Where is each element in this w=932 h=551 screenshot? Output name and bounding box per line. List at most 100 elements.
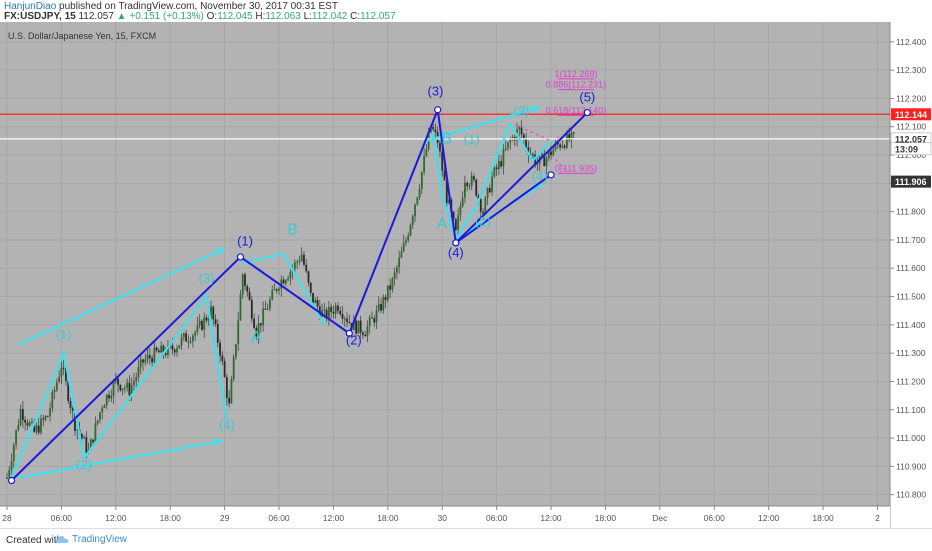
candle-body bbox=[35, 425, 38, 432]
candle-body bbox=[137, 367, 140, 377]
candle-body bbox=[570, 132, 573, 141]
candle-body bbox=[117, 378, 119, 385]
last-price: 112.057 bbox=[78, 11, 114, 22]
chart-area[interactable]: U.S. Dollar/Japanese Yen, 15, FXCM 1(112… bbox=[0, 22, 932, 528]
publish-line: HanjunDiao published on TradingView.com,… bbox=[4, 1, 338, 12]
candle-body bbox=[167, 345, 169, 356]
created-with-text: Created with bbox=[6, 535, 63, 546]
candle-body bbox=[293, 262, 296, 269]
candle-body bbox=[405, 240, 407, 243]
candle-body bbox=[479, 198, 482, 212]
candle-body bbox=[348, 321, 351, 324]
candle-body bbox=[282, 279, 285, 284]
candle-body bbox=[182, 333, 185, 338]
open-value: 112.045 bbox=[217, 11, 253, 22]
wave-anchor bbox=[583, 108, 591, 117]
candle-body bbox=[105, 394, 108, 406]
candle-body bbox=[171, 345, 174, 350]
candle-body bbox=[454, 219, 457, 231]
candle-body bbox=[155, 347, 158, 351]
candle-body bbox=[266, 308, 269, 310]
time-axis[interactable]: 28 06:00 12:00 18:00 29 06:00 12:00 18:00 30 06:0… bbox=[0, 505, 890, 528]
plot-background bbox=[0, 22, 890, 506]
candle-body bbox=[411, 216, 414, 225]
candle-body bbox=[201, 320, 203, 330]
candle-body bbox=[44, 416, 47, 420]
price-axis[interactable]: 112.400112.300112.200112.100112.000111.9… bbox=[889, 22, 932, 528]
candle-body bbox=[239, 294, 242, 321]
candle-body bbox=[219, 342, 221, 356]
price-tick-label: 111.500 bbox=[896, 292, 926, 302]
candle-body bbox=[269, 299, 271, 309]
candle-body bbox=[126, 382, 129, 388]
candle-body bbox=[493, 167, 496, 177]
candle-body bbox=[300, 254, 303, 262]
candle-body bbox=[475, 179, 478, 196]
arrowhead bbox=[213, 438, 223, 447]
grid bbox=[0, 22, 890, 506]
candle-body bbox=[65, 367, 67, 381]
candle-body bbox=[259, 323, 262, 326]
candle-body bbox=[522, 134, 525, 139]
trend-line bbox=[472, 121, 552, 213]
price-tick-label: 111.800 bbox=[896, 207, 926, 217]
candle-body bbox=[418, 189, 421, 198]
candle-body bbox=[284, 280, 287, 284]
candle-body bbox=[19, 408, 22, 425]
candle-body bbox=[21, 408, 24, 420]
fib-level-label: 0(111.935) bbox=[555, 163, 597, 173]
tradingview-logo[interactable]: TradingView bbox=[55, 534, 127, 545]
candle-body bbox=[101, 407, 104, 413]
candle-body bbox=[85, 437, 88, 453]
candle-body bbox=[504, 148, 507, 150]
candle-body bbox=[58, 376, 61, 383]
candle-body bbox=[359, 320, 362, 333]
candle-body bbox=[495, 167, 498, 170]
price-chart[interactable]: U.S. Dollar/Japanese Yen, 15, FXCM 1(112… bbox=[0, 22, 932, 528]
candle-body bbox=[146, 355, 149, 360]
candle-body bbox=[10, 461, 13, 470]
candle-body bbox=[49, 408, 51, 417]
candle-body bbox=[371, 317, 373, 319]
wave-label: B bbox=[441, 131, 452, 148]
candle-body bbox=[51, 392, 54, 409]
candle-body bbox=[563, 145, 566, 148]
time-tick-label: 30 bbox=[437, 513, 447, 523]
price-marker-label: 112.057 bbox=[895, 134, 927, 144]
candle-body bbox=[232, 357, 235, 380]
wave-label: (3) bbox=[427, 84, 443, 99]
candle-body bbox=[355, 320, 357, 334]
time-tick-label: 12:00 bbox=[105, 513, 127, 523]
price-tick-label: 112.200 bbox=[896, 93, 926, 103]
wave-label: (4) bbox=[219, 418, 235, 433]
candle-body bbox=[409, 224, 412, 236]
wave-label: (3) bbox=[514, 103, 530, 118]
candle-body bbox=[547, 151, 550, 159]
candles bbox=[6, 120, 575, 483]
candle-body bbox=[420, 171, 423, 190]
candle-body bbox=[439, 142, 441, 152]
candle-body bbox=[529, 154, 532, 156]
candle-body bbox=[556, 142, 559, 145]
candle-body bbox=[205, 317, 208, 321]
candle-body bbox=[452, 211, 455, 220]
candle-body bbox=[305, 264, 308, 272]
candle-body bbox=[212, 306, 215, 320]
candle-body bbox=[507, 142, 509, 149]
candle-body bbox=[484, 197, 487, 214]
candle-body bbox=[94, 423, 97, 443]
candle-body bbox=[375, 310, 378, 323]
author-link[interactable]: HanjunDiao bbox=[4, 1, 57, 12]
wave-label: (2) bbox=[346, 333, 362, 348]
published-text: published on TradingView.com, November 3… bbox=[59, 1, 338, 12]
price-axis-bg bbox=[890, 22, 932, 528]
candle-body bbox=[80, 433, 83, 439]
candle-body bbox=[561, 145, 564, 148]
time-tick-label: 06:00 bbox=[268, 513, 290, 523]
candle-body bbox=[235, 344, 237, 358]
time-tick-label: 28 bbox=[2, 513, 12, 523]
candle-body bbox=[550, 151, 552, 156]
candle-body bbox=[407, 235, 410, 241]
candle-body bbox=[196, 325, 199, 333]
candle-body bbox=[278, 288, 280, 291]
